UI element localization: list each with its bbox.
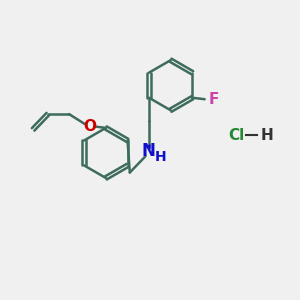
Text: O: O <box>83 119 96 134</box>
Text: F: F <box>208 92 219 107</box>
Text: Cl: Cl <box>228 128 244 143</box>
Text: H: H <box>260 128 273 143</box>
Text: N: N <box>142 142 156 160</box>
Text: H: H <box>154 150 166 164</box>
